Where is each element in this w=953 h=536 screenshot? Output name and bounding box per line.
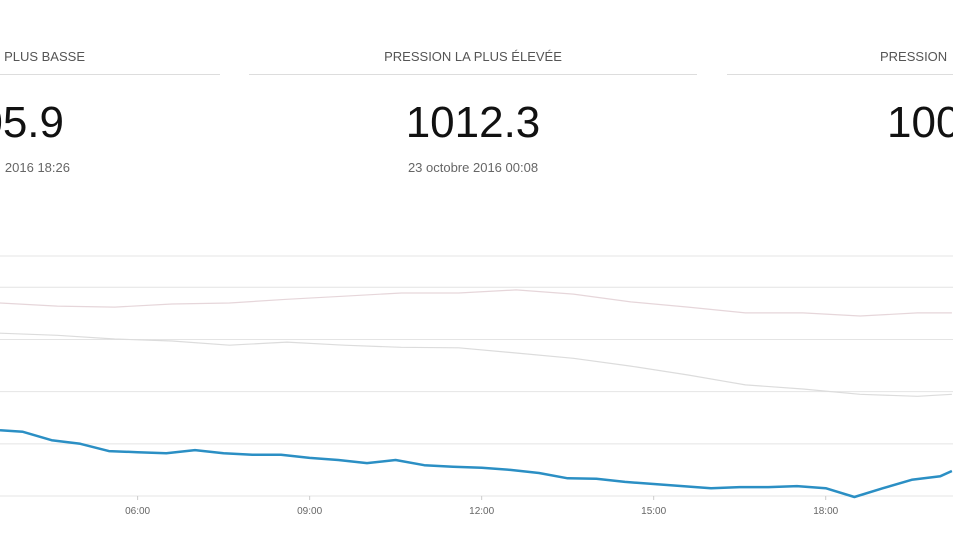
data-line — [0, 289, 952, 317]
stat-value: 05.9 — [0, 98, 64, 147]
stat-label: PRESSION — [880, 49, 948, 64]
stat-date: 23 octobre 2016 00:08 — [407, 160, 539, 175]
x-tick-label: 06:00 — [125, 506, 150, 517]
divider — [0, 74, 220, 75]
x-tick-label: 15:00 — [641, 506, 666, 517]
x-tick-label: 09:00 — [297, 506, 322, 517]
divider — [249, 74, 697, 75]
stat-label: PLUS BASSE — [4, 49, 85, 64]
stat-label: PRESSION LA PLUS ÉLEVÉE — [384, 49, 562, 64]
data-line — [0, 429, 953, 499]
stat-value: 100 — [887, 98, 953, 147]
divider — [727, 74, 953, 75]
stat-value: 1012.3 — [405, 98, 541, 147]
data-line — [0, 332, 952, 397]
x-tick-label: 18:00 — [813, 506, 838, 517]
stat-date: 2016 18:26 — [4, 160, 70, 175]
x-tick-label: 12:00 — [469, 506, 494, 517]
